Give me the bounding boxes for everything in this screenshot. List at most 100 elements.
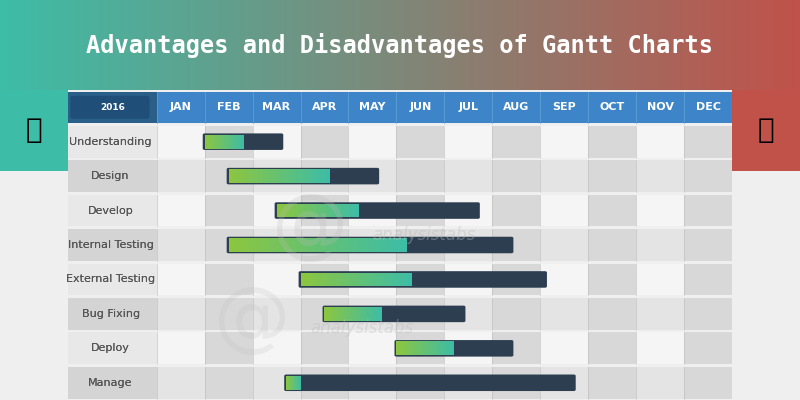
Bar — [157, 126, 205, 158]
FancyBboxPatch shape — [322, 306, 466, 322]
Bar — [540, 229, 588, 261]
Bar — [636, 195, 684, 226]
Bar — [205, 135, 243, 148]
Bar — [157, 195, 205, 226]
Bar — [397, 342, 454, 355]
Text: Design: Design — [91, 171, 130, 181]
Text: Internal Testing: Internal Testing — [68, 240, 154, 250]
Bar — [205, 195, 253, 226]
Text: Advantages and Disadvantages of Gantt Charts: Advantages and Disadvantages of Gantt Ch… — [86, 32, 714, 58]
FancyBboxPatch shape — [394, 340, 514, 357]
Bar — [157, 264, 205, 295]
Bar — [68, 92, 157, 123]
Text: analysistabs: analysistabs — [373, 226, 476, 244]
Bar — [636, 264, 684, 295]
Bar — [205, 367, 253, 399]
FancyBboxPatch shape — [70, 96, 150, 118]
Bar — [349, 229, 397, 261]
Bar — [684, 126, 732, 158]
Bar — [253, 195, 301, 226]
Bar — [349, 264, 397, 295]
Bar — [684, 367, 732, 399]
Bar — [286, 376, 301, 390]
FancyBboxPatch shape — [274, 202, 480, 219]
Bar — [444, 160, 492, 192]
Bar — [301, 160, 349, 192]
Bar — [68, 332, 157, 364]
Bar — [588, 367, 636, 399]
Bar — [492, 264, 540, 295]
Bar — [684, 195, 732, 226]
Bar — [636, 298, 684, 330]
Bar — [540, 367, 588, 399]
Text: Develop: Develop — [88, 206, 134, 216]
Bar — [68, 160, 157, 192]
Bar — [68, 195, 157, 226]
Bar — [397, 160, 444, 192]
Bar — [301, 367, 349, 399]
Text: SEP: SEP — [552, 102, 576, 112]
Bar — [444, 367, 492, 399]
Bar — [253, 298, 301, 330]
Bar — [157, 332, 205, 364]
Bar — [68, 264, 157, 295]
Bar — [68, 126, 157, 158]
Bar — [636, 126, 684, 158]
Text: Design: Design — [91, 171, 130, 181]
Bar — [444, 264, 492, 295]
Text: DEC: DEC — [695, 102, 721, 112]
Bar — [68, 126, 157, 158]
Bar — [492, 195, 540, 226]
Bar — [277, 204, 358, 218]
Bar — [68, 298, 732, 330]
Bar — [397, 126, 444, 158]
Text: Develop: Develop — [88, 206, 134, 216]
Bar — [444, 332, 492, 364]
Bar — [492, 298, 540, 330]
Bar — [0, 90, 68, 170]
Bar — [588, 298, 636, 330]
Text: Manage: Manage — [88, 378, 133, 388]
Bar — [588, 229, 636, 261]
Bar — [157, 160, 205, 192]
Text: AUG: AUG — [503, 102, 530, 112]
Text: Understanding: Understanding — [70, 137, 152, 147]
Bar — [205, 126, 253, 158]
Bar — [444, 229, 492, 261]
Bar — [301, 126, 349, 158]
Bar — [157, 229, 205, 261]
Bar — [349, 126, 397, 158]
Bar — [301, 298, 349, 330]
Text: Deploy: Deploy — [91, 343, 130, 353]
Bar — [68, 367, 157, 399]
Text: JAN: JAN — [170, 102, 192, 112]
Bar — [349, 367, 397, 399]
Text: APR: APR — [312, 102, 337, 112]
Bar — [301, 195, 349, 226]
Bar — [636, 229, 684, 261]
Bar — [68, 367, 157, 399]
Bar — [684, 229, 732, 261]
Text: analysistabs: analysistabs — [310, 319, 414, 337]
Bar — [540, 160, 588, 192]
FancyBboxPatch shape — [284, 374, 576, 391]
Bar — [636, 332, 684, 364]
Bar — [68, 229, 732, 261]
Bar — [444, 126, 492, 158]
Text: FEB: FEB — [217, 102, 240, 112]
Bar — [205, 160, 253, 192]
Bar — [349, 332, 397, 364]
Bar — [588, 126, 636, 158]
Bar — [540, 332, 588, 364]
Bar — [301, 332, 349, 364]
Bar — [684, 298, 732, 330]
Bar — [68, 332, 157, 364]
Bar — [349, 298, 397, 330]
Bar — [588, 264, 636, 295]
Bar — [684, 264, 732, 295]
Bar — [68, 160, 157, 192]
Bar — [301, 264, 349, 295]
Bar — [68, 367, 732, 399]
Bar — [205, 264, 253, 295]
Text: 👍: 👍 — [26, 116, 42, 144]
